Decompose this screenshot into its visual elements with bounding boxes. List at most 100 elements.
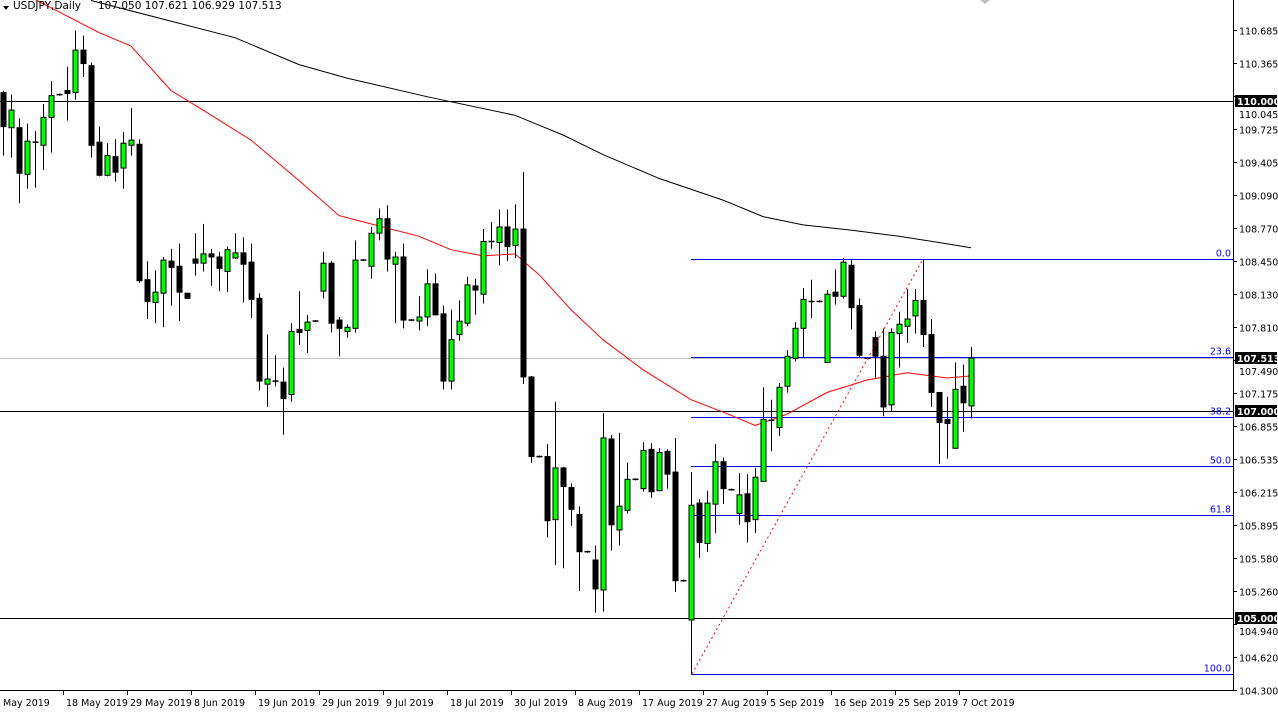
fibonacci-retracement[interactable]: 0.0 23.6 38.2 50.0 61.8 100.0 (691, 249, 1233, 675)
candle-body (880, 355, 887, 408)
candlesticks (0, 30, 975, 674)
fib-level-label: 50.0 (1210, 456, 1231, 467)
price-tick-label: 104.620 (1239, 654, 1278, 665)
candle-body (608, 438, 615, 526)
price-tick-label: 108.130 (1239, 291, 1278, 302)
candle (744, 474, 751, 543)
candle-body (296, 328, 303, 333)
candle (696, 498, 703, 558)
candle (952, 362, 959, 449)
candle (40, 103, 47, 171)
candle (560, 466, 567, 569)
candle-body (344, 326, 351, 332)
price-tick-label: 105.580 (1239, 555, 1278, 566)
candle-body (888, 331, 895, 406)
candle (208, 248, 215, 286)
candle-body (624, 478, 631, 511)
candle (160, 256, 167, 328)
candle (48, 81, 55, 153)
candle-body (896, 323, 903, 335)
candle-body (960, 385, 967, 404)
price-axis[interactable]: 110.685 110.365 110.045 109.725 109.405 109.0… (1233, 27, 1278, 698)
fib-trendline-dotted[interactable] (691, 258, 924, 674)
candle-body (16, 127, 23, 174)
candle (960, 364, 967, 432)
candle (808, 279, 815, 318)
candle-body (48, 95, 55, 118)
candle-body (912, 299, 919, 317)
candle-body (664, 450, 671, 475)
candle (888, 328, 895, 413)
trendline[interactable] (691, 258, 924, 674)
candle (344, 324, 351, 338)
price-tick-label: 107.810 (1239, 324, 1278, 335)
candle-body (872, 337, 879, 357)
fib-level-label: 38.2 (1210, 407, 1231, 418)
price-level-labels: 110.000 107.000 105.000 107.513 (1235, 95, 1278, 625)
candle-body (416, 316, 423, 322)
candle-body (200, 253, 207, 264)
time-axis[interactable]: May 2019 18 May 2019 29 May 2019 8 Jun 2019… (3, 690, 1015, 709)
candle-body (744, 493, 751, 523)
candle-body (376, 218, 383, 234)
candle-body (832, 291, 839, 297)
candle-body (224, 249, 231, 272)
candle (600, 413, 607, 612)
candle-body (208, 253, 215, 258)
dropdown-triangle-icon[interactable] (3, 6, 9, 10)
candle-body (248, 261, 255, 300)
candle (368, 226, 375, 279)
price-label-box (1235, 95, 1277, 107)
candle-body (392, 256, 399, 265)
price-label-box (1235, 405, 1277, 417)
candle (776, 383, 783, 436)
price-tick-label: 109.725 (1239, 126, 1278, 137)
candle-body (944, 418, 951, 424)
candle (80, 35, 87, 78)
candle-body (400, 256, 407, 321)
time-tick-label: 29 May 2019 (130, 698, 192, 709)
candle-body (8, 109, 15, 129)
candle-body (96, 141, 103, 176)
candle (264, 334, 271, 407)
price-tick-label: 110.685 (1239, 27, 1278, 38)
candle (824, 290, 831, 363)
candle-body (448, 339, 455, 382)
time-tick-label: 16 Sep 2019 (834, 698, 894, 709)
candle-body (800, 298, 807, 329)
candle-body (88, 65, 95, 146)
candle-body (264, 378, 271, 385)
candle (376, 208, 383, 241)
candle (56, 93, 63, 96)
candle-body (496, 226, 503, 244)
candle (248, 243, 255, 318)
candle (840, 258, 847, 299)
candle-body (504, 226, 511, 248)
candle (800, 288, 807, 358)
time-tick-label: 9 Jul 2019 (386, 698, 434, 709)
price-tick-label: 106.535 (1239, 456, 1278, 467)
fib-level-label: 0.0 (1216, 249, 1231, 260)
price-tick-label: 106.855 (1239, 423, 1278, 434)
candle-body (472, 285, 479, 291)
candle (728, 488, 735, 491)
chart-header: USDJPY,Daily 107.050 107.621 106.929 107… (3, 0, 282, 12)
candle-body (952, 388, 959, 449)
candle-body (640, 449, 647, 490)
candle-body (288, 330, 295, 396)
candle-body (352, 259, 359, 329)
candle-body (656, 451, 663, 492)
candle (968, 346, 975, 419)
candle (792, 322, 799, 362)
price-tick-label: 107.490 (1239, 367, 1278, 378)
candle-body (0, 92, 7, 128)
candle (512, 204, 519, 259)
chart-shift-marker-icon[interactable] (980, 0, 990, 4)
candle-body (592, 559, 599, 590)
candle-body (736, 494, 743, 514)
candle-body (128, 139, 135, 146)
candle (912, 289, 919, 334)
price-tick-label: 109.090 (1239, 192, 1278, 203)
price-tick-label: 109.405 (1239, 159, 1278, 170)
